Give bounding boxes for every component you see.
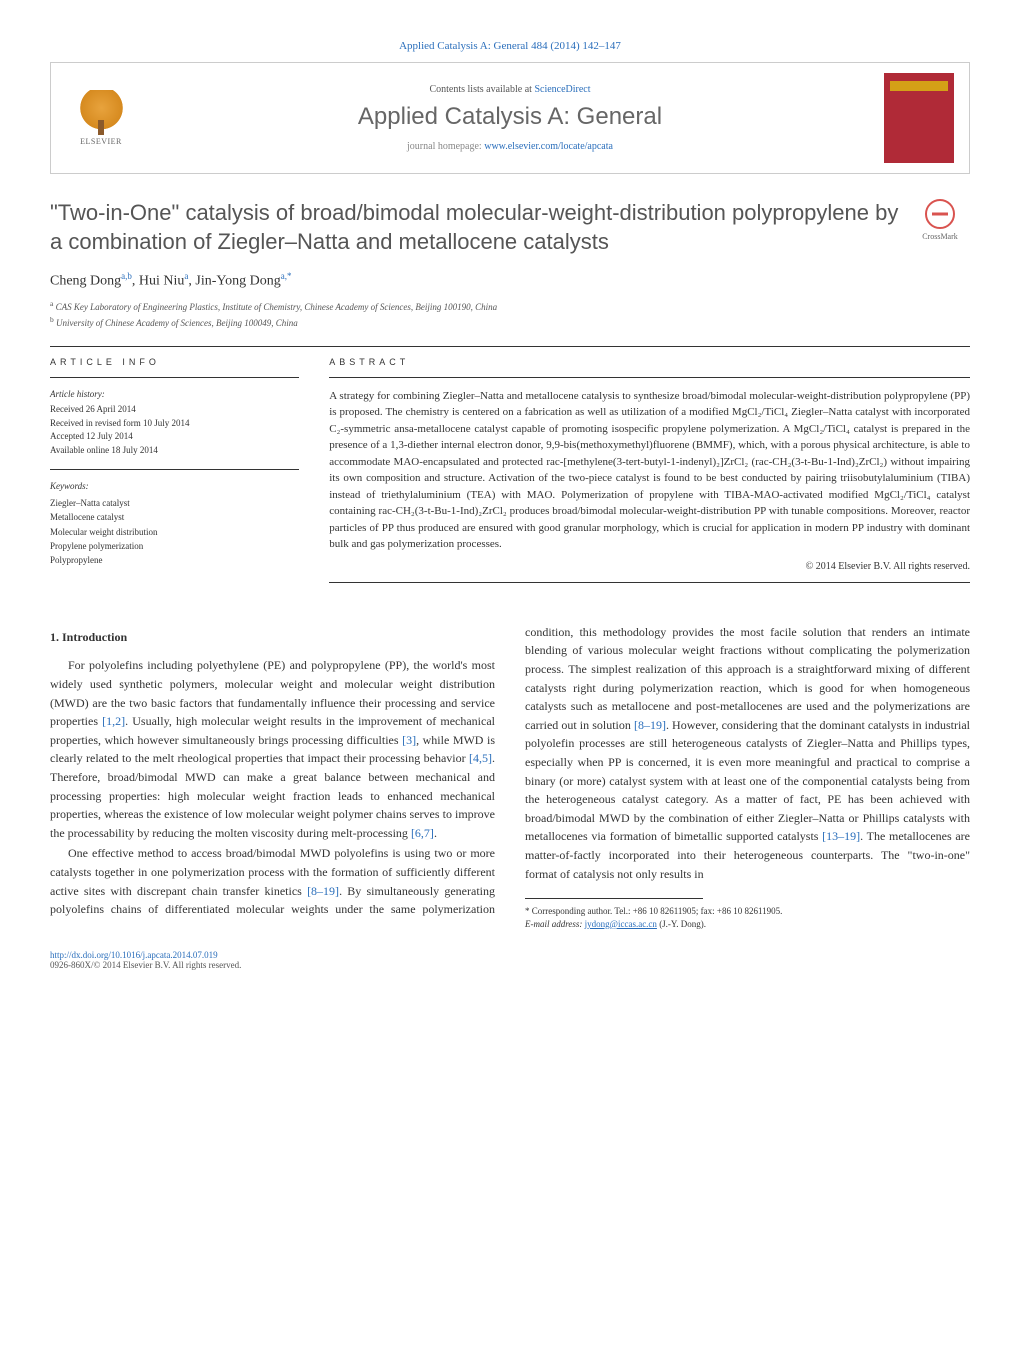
citation-header: Applied Catalysis A: General 484 (2014) … [50, 40, 970, 52]
sciencedirect-link[interactable]: ScienceDirect [534, 84, 590, 95]
info-divider-1 [50, 377, 299, 378]
divider-top [50, 346, 970, 347]
ref-link[interactable]: [3] [402, 733, 416, 747]
footnote-email-suffix: (J.-Y. Dong). [657, 919, 706, 929]
footnote-corr: * Corresponding author. Tel.: +86 10 826… [525, 905, 970, 918]
authors-line: Cheng Donga,b, Hui Niua, Jin-Yong Donga,… [50, 271, 970, 290]
abstract-copyright: © 2014 Elsevier B.V. All rights reserved… [329, 561, 970, 572]
contents-prefix: Contents lists available at [429, 84, 534, 95]
abstract-bottom-divider [329, 582, 970, 583]
journal-homepage: journal homepage: www.elsevier.com/locat… [136, 141, 884, 152]
journal-cover-thumb [884, 73, 954, 163]
footnote-email-link[interactable]: jydong@iccas.ac.cn [585, 919, 657, 929]
abstract-text: A strategy for combining Ziegler–Natta a… [329, 388, 970, 553]
doi-link[interactable]: http://dx.doi.org/10.1016/j.apcata.2014.… [50, 950, 218, 960]
abstract-heading: abstract [329, 357, 970, 367]
keywords-list: Ziegler–Natta catalystMetallocene cataly… [50, 496, 299, 568]
contents-available: Contents lists available at ScienceDirec… [136, 84, 884, 95]
crossmark-icon [925, 199, 955, 229]
history-lines: Received 26 April 2014Received in revise… [50, 403, 299, 457]
ref-link[interactable]: [1,2] [102, 714, 125, 728]
ref-link[interactable]: [6,7] [411, 826, 434, 840]
elsevier-tree-icon [79, 90, 124, 135]
footnote-email-label: E-mail address: [525, 919, 585, 929]
journal-name: Applied Catalysis A: General [136, 103, 884, 131]
info-divider-2 [50, 469, 299, 470]
publisher-logo: ELSEVIER [66, 83, 136, 153]
crossmark-label: CrossMark [922, 232, 958, 241]
article-info-heading: article info [50, 357, 299, 367]
article-title: "Two-in-One" catalysis of broad/bimodal … [50, 199, 970, 256]
ref-link[interactable]: [8–19] [307, 884, 339, 898]
abstract-divider [329, 377, 970, 378]
journal-banner: ELSEVIER Contents lists available at Sci… [50, 62, 970, 174]
crossmark-badge[interactable]: CrossMark [910, 199, 970, 241]
history-label: Article history: [50, 388, 299, 402]
affiliations: a CAS Key Laboratory of Engineering Plas… [50, 298, 970, 331]
abstract-column: abstract A strategy for combining Ziegle… [329, 357, 970, 593]
article-info-column: article info Article history: Received 2… [50, 357, 299, 593]
body-p1: For polyolefins including polyethylene (… [50, 656, 495, 842]
homepage-link[interactable]: www.elsevier.com/locate/apcata [484, 141, 613, 152]
body-columns: 1. Introduction For polyolefins includin… [50, 623, 970, 931]
issn-copyright: 0926-860X/© 2014 Elsevier B.V. All right… [50, 960, 970, 970]
section-heading: 1. Introduction [50, 628, 495, 647]
homepage-prefix: journal homepage: [407, 141, 484, 152]
page-footer: http://dx.doi.org/10.1016/j.apcata.2014.… [50, 950, 970, 970]
corresponding-author-footnote: * Corresponding author. Tel.: +86 10 826… [525, 905, 970, 930]
publisher-name: ELSEVIER [80, 137, 122, 146]
footnote-separator [525, 898, 703, 899]
ref-link[interactable]: [13–19] [822, 829, 860, 843]
ref-link[interactable]: [8–19] [634, 718, 666, 732]
ref-link[interactable]: [4,5] [469, 751, 492, 765]
keywords-label: Keywords: [50, 480, 299, 494]
